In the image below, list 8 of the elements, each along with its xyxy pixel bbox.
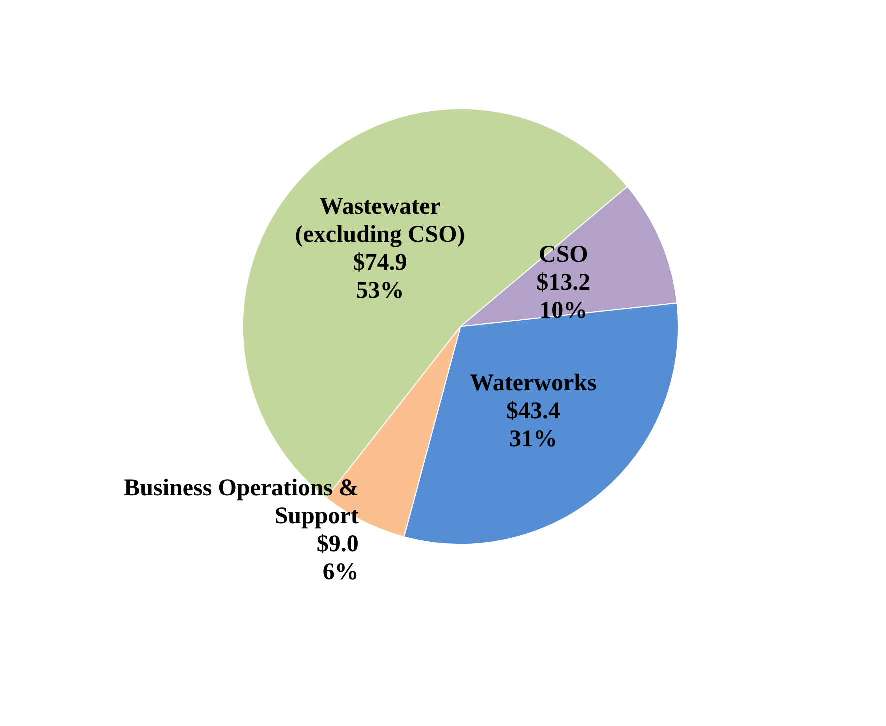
slice-label: Wastewater (excluding CSO) xyxy=(295,194,466,248)
data-label: $74.9 53% xyxy=(353,250,408,304)
slice-label: CSO xyxy=(538,242,588,268)
data-label: $9.0 6% xyxy=(316,531,359,586)
slice-label: Business Operations & Support xyxy=(124,475,359,530)
data-label: $13.2 10% xyxy=(536,270,591,324)
slice-label: Waterworks xyxy=(470,370,597,397)
data-label: $43.4 31% xyxy=(506,398,561,453)
